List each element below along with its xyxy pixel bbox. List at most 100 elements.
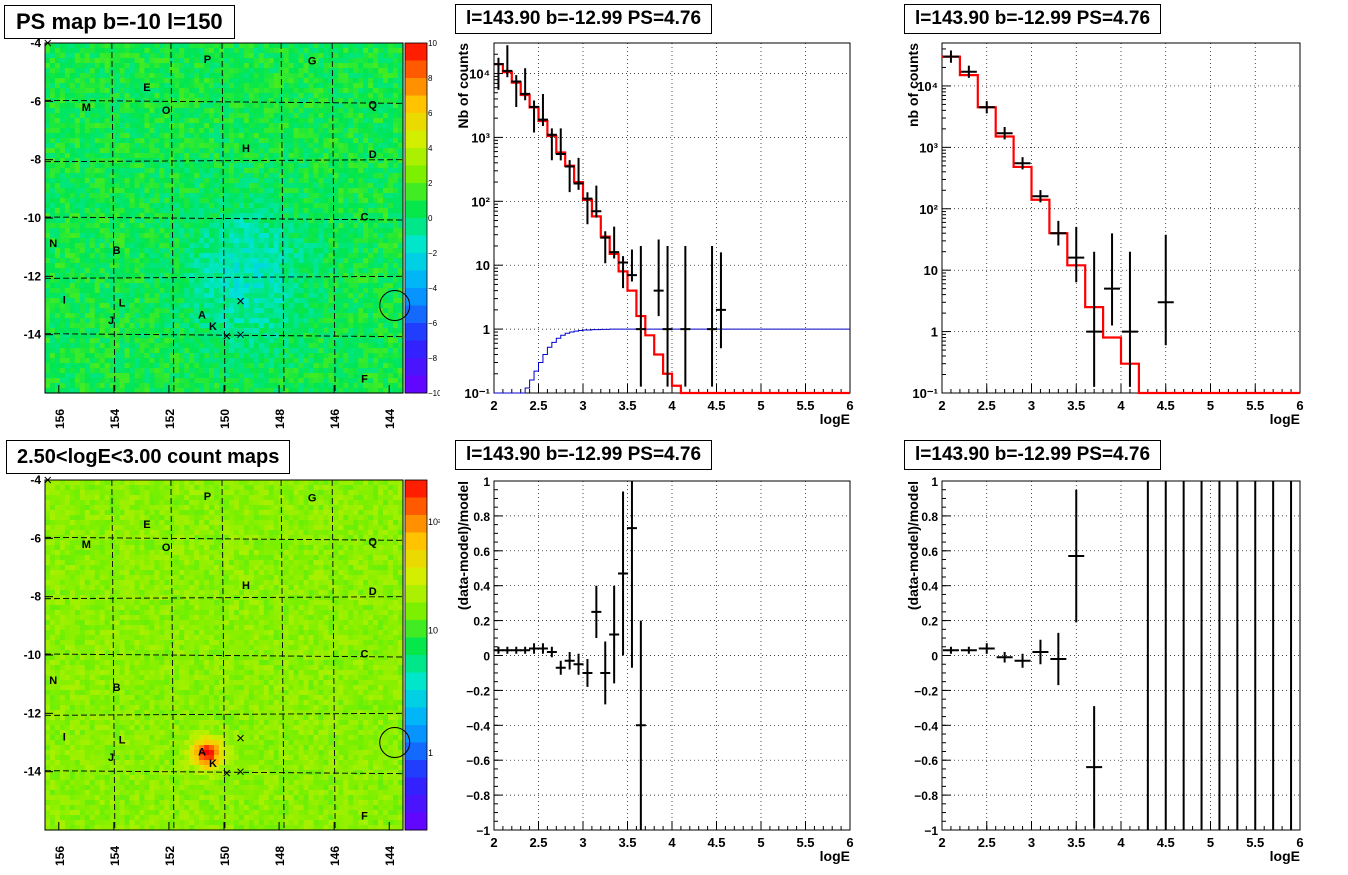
heatmap-cell bbox=[259, 173, 265, 179]
heatmap-cell bbox=[100, 358, 106, 364]
heatmap-cell bbox=[284, 273, 290, 279]
heatmap-cell bbox=[309, 298, 315, 304]
heatmap-cell bbox=[184, 238, 190, 244]
heatmap-cell bbox=[343, 148, 349, 154]
heatmap-cell bbox=[383, 328, 389, 334]
heatmap-cell bbox=[70, 368, 76, 374]
heatmap-cell bbox=[115, 278, 121, 284]
heatmap-cell bbox=[45, 313, 51, 319]
heatmap-cell bbox=[135, 288, 141, 294]
heatmap-cell bbox=[204, 98, 210, 104]
heatmap-cell bbox=[214, 163, 220, 169]
heatmap-cell bbox=[199, 193, 205, 199]
heatmap-cell bbox=[139, 243, 145, 249]
heatmap-cell bbox=[358, 148, 364, 154]
heatmap-cell bbox=[388, 108, 394, 114]
heatmap-cell bbox=[90, 73, 96, 79]
heatmap-cell bbox=[289, 123, 295, 129]
heatmap-cell bbox=[269, 83, 275, 89]
heatmap-cell bbox=[358, 198, 364, 204]
heatmap-cell bbox=[254, 373, 260, 379]
heatmap-cell bbox=[373, 223, 379, 229]
heatmap-cell bbox=[65, 163, 71, 169]
heatmap-cell bbox=[239, 108, 245, 114]
heatmap-cell bbox=[254, 93, 260, 99]
heatmap-cell bbox=[259, 258, 265, 264]
heatmap-cell bbox=[179, 83, 185, 89]
heatmap-cell bbox=[378, 213, 384, 219]
heatmap-cell bbox=[338, 273, 344, 279]
heatmap-cell bbox=[353, 293, 359, 299]
heatmap-cell bbox=[274, 313, 280, 319]
heatmap-cell bbox=[75, 118, 81, 124]
heatmap-cell bbox=[65, 268, 71, 274]
heatmap-cell bbox=[105, 173, 111, 179]
heatmap-cell bbox=[75, 113, 81, 119]
heatmap-cell bbox=[45, 328, 51, 334]
heatmap-cell bbox=[184, 148, 190, 154]
heatmap-cell bbox=[214, 88, 220, 94]
heatmap-cell bbox=[309, 238, 315, 244]
heatmap-cell bbox=[373, 363, 379, 369]
heatmap-cell bbox=[388, 353, 394, 359]
heatmap-cell bbox=[378, 158, 384, 164]
heatmap-cell bbox=[353, 63, 359, 69]
heatmap-cell bbox=[65, 368, 71, 374]
heatmap-cell bbox=[383, 308, 389, 314]
heatmap-cell bbox=[224, 203, 230, 209]
heatmap-cell bbox=[388, 153, 394, 159]
heatmap-cell bbox=[130, 108, 136, 114]
heatmap-cell bbox=[294, 208, 300, 214]
heatmap-cell bbox=[373, 188, 379, 194]
heatmap-cell bbox=[144, 203, 150, 209]
heatmap-cell bbox=[368, 63, 374, 69]
heatmap-cell bbox=[95, 353, 101, 359]
heatmap-cell bbox=[164, 238, 170, 244]
heatmap-cell bbox=[264, 343, 270, 349]
heatmap-cell bbox=[80, 83, 86, 89]
heatmap-cell bbox=[45, 133, 51, 139]
heatmap-cell bbox=[269, 98, 275, 104]
heatmap-cell bbox=[244, 133, 250, 139]
heatmap-cell bbox=[338, 148, 344, 154]
heatmap-cell bbox=[45, 373, 51, 379]
heatmap-cell bbox=[164, 148, 170, 154]
heatmap-cell bbox=[115, 323, 121, 329]
heatmap-cell bbox=[90, 198, 96, 204]
heatmap-cell bbox=[169, 93, 175, 99]
heatmap-cell bbox=[259, 83, 265, 89]
heatmap-cell bbox=[363, 318, 369, 324]
heatmap-cell bbox=[179, 218, 185, 224]
heatmap-cell bbox=[269, 353, 275, 359]
heatmap-cell bbox=[264, 263, 270, 269]
heatmap-cell bbox=[264, 93, 270, 99]
heatmap-cell bbox=[65, 73, 71, 79]
heatmap-cell bbox=[378, 303, 384, 309]
heatmap-cell bbox=[85, 138, 91, 144]
heatmap-cell bbox=[100, 118, 106, 124]
heatmap-cell bbox=[184, 283, 190, 289]
heatmap-cell bbox=[174, 343, 180, 349]
heatmap-cell bbox=[55, 278, 61, 284]
heatmap-cell bbox=[343, 48, 349, 54]
heatmap-cell bbox=[95, 343, 101, 349]
heatmap-cell bbox=[294, 303, 300, 309]
heatmap-cell bbox=[249, 383, 255, 389]
heatmap-cell bbox=[164, 253, 170, 259]
heatmap-cell bbox=[254, 108, 260, 114]
heatmap-cell bbox=[244, 88, 250, 94]
heatmap-cell bbox=[154, 58, 160, 64]
heatmap-cell bbox=[294, 53, 300, 59]
heatmap-cell bbox=[50, 273, 56, 279]
heatmap-cell bbox=[323, 363, 329, 369]
heatmap-cell bbox=[274, 133, 280, 139]
heatmap-cell bbox=[120, 183, 126, 189]
heatmap-cell bbox=[318, 373, 324, 379]
heatmap-cell bbox=[189, 73, 195, 79]
heatmap-cell bbox=[55, 383, 61, 389]
heatmap-cell bbox=[90, 238, 96, 244]
heatmap-cell bbox=[304, 258, 310, 264]
heatmap-cell bbox=[214, 333, 220, 339]
heatmap-cell bbox=[50, 78, 56, 84]
heatmap-cell bbox=[199, 173, 205, 179]
